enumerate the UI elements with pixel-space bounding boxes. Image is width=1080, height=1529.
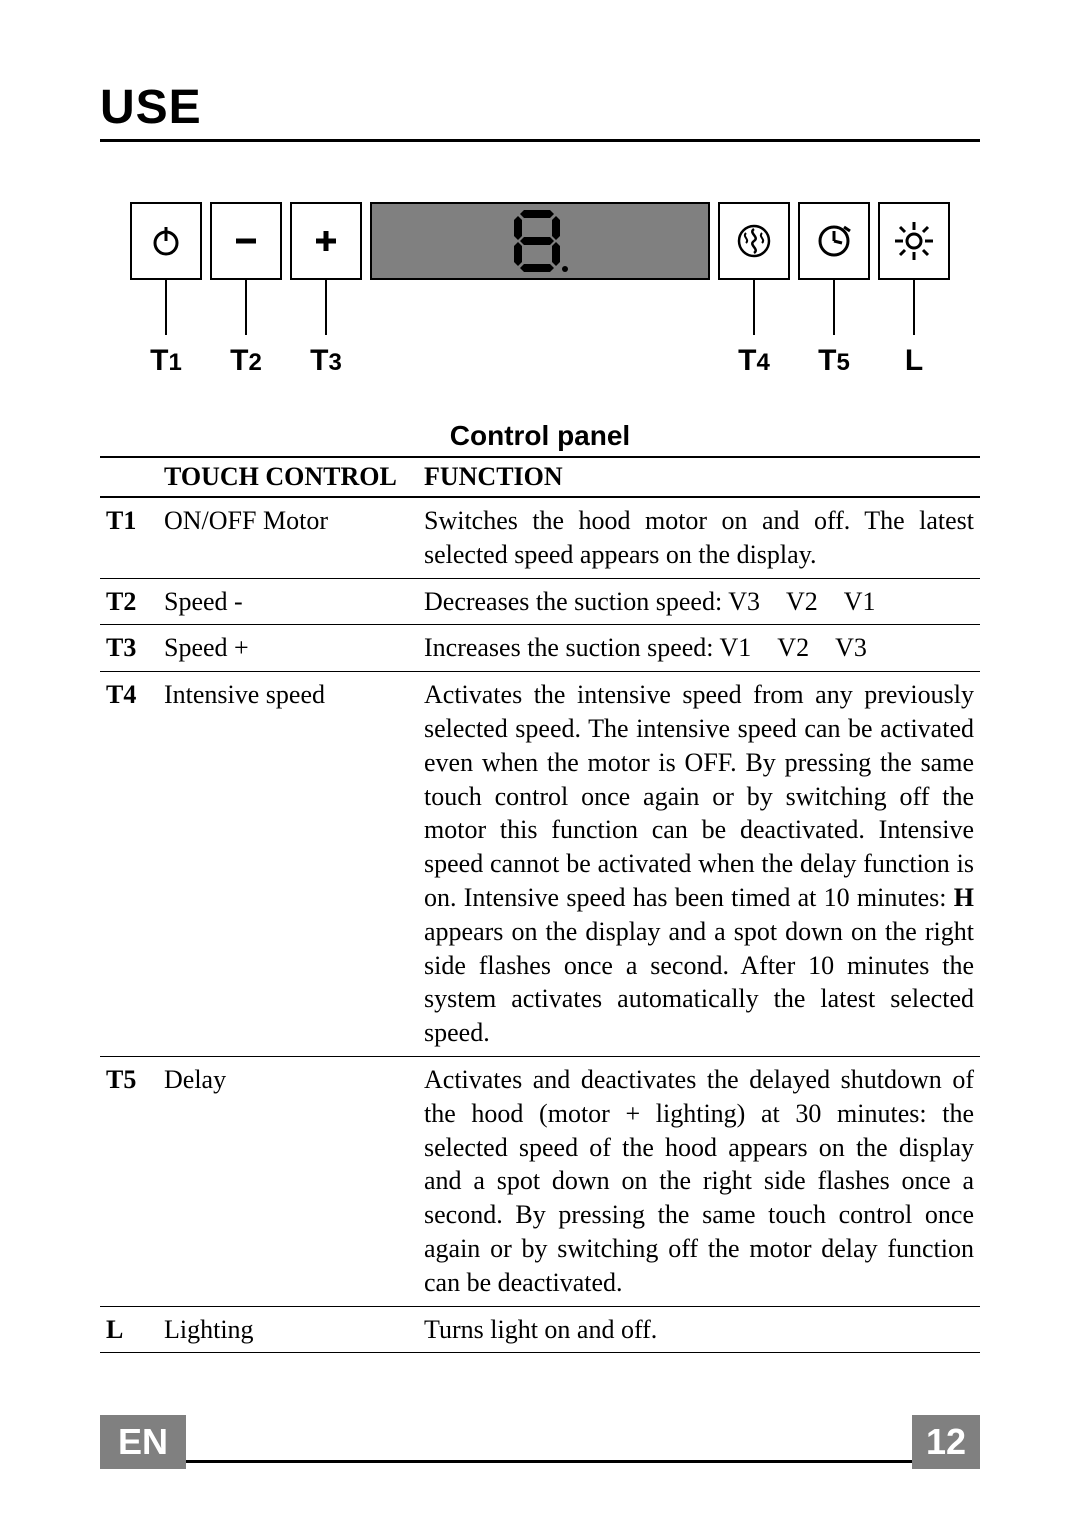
btn-t5 xyxy=(798,202,870,280)
th-function: FUNCTION xyxy=(418,457,980,497)
intensive-icon xyxy=(734,221,774,261)
page-footer: EN 12 xyxy=(100,1415,980,1469)
section-title-bar: USE xyxy=(100,80,980,142)
control-panel-table: TOUCH CONTROL FUNCTION T1 ON/OFF Motor S… xyxy=(100,456,980,1353)
page-number-badge: 12 xyxy=(912,1415,980,1469)
svg-text:T3: T3 xyxy=(310,344,342,377)
row-name: Lighting xyxy=(158,1306,418,1353)
table-row: T4 Intensive speed Activates the intensi… xyxy=(100,672,980,1057)
table-row: L Lighting Turns light on and off. xyxy=(100,1306,980,1353)
row-func: Switches the hood motor on and off. The … xyxy=(418,497,980,578)
display-screen xyxy=(370,202,710,280)
diagram-connectors: T1 T2 T3 T4 T5 L xyxy=(130,280,950,390)
table-title: Control panel xyxy=(100,420,980,452)
row-code: L xyxy=(100,1306,158,1353)
row-code: T2 xyxy=(100,578,158,625)
btn-t4 xyxy=(718,202,790,280)
svg-text:T4: T4 xyxy=(738,344,770,377)
row-code: T4 xyxy=(100,672,158,1057)
plus-icon xyxy=(308,223,344,259)
btn-t3 xyxy=(290,202,362,280)
light-icon xyxy=(893,220,935,262)
table-row: T1 ON/OFF Motor Switches the hood motor … xyxy=(100,497,980,578)
row-code: T3 xyxy=(100,625,158,672)
svg-text:T5: T5 xyxy=(818,344,850,377)
svg-text:T1: T1 xyxy=(150,344,182,377)
btn-t2 xyxy=(210,202,282,280)
row-func: Increases the suction speed: V1 V2 V3 xyxy=(418,625,980,672)
row-code: T5 xyxy=(100,1056,158,1306)
btn-t1 xyxy=(130,202,202,280)
footer-divider xyxy=(186,1460,912,1463)
power-icon xyxy=(148,223,184,259)
row-name: Speed - xyxy=(158,578,418,625)
th-touch-control: TOUCH CONTROL xyxy=(158,457,418,497)
svg-text:L: L xyxy=(905,344,923,377)
digit-8-icon xyxy=(510,208,570,274)
row-name: Delay xyxy=(158,1056,418,1306)
row-code: T1 xyxy=(100,497,158,578)
svg-text:T2: T2 xyxy=(230,344,262,377)
section-title: USE xyxy=(100,80,980,135)
row-name: ON/OFF Motor xyxy=(158,497,418,578)
table-row: T5 Delay Activates and deactivates the d… xyxy=(100,1056,980,1306)
row-func: Decreases the suction speed: V3 V2 V1 xyxy=(418,578,980,625)
row-func: Activates and deactivates the delayed sh… xyxy=(418,1056,980,1306)
row-name: Intensive speed xyxy=(158,672,418,1057)
row-name: Speed + xyxy=(158,625,418,672)
control-panel-diagram: T1 T2 T3 T4 T5 L xyxy=(130,202,950,390)
language-badge: EN xyxy=(100,1415,186,1469)
clock-icon xyxy=(814,221,854,261)
row-func: Turns light on and off. xyxy=(418,1306,980,1353)
row-func: Activates the intensive speed from any p… xyxy=(418,672,980,1057)
btn-l xyxy=(878,202,950,280)
minus-icon xyxy=(228,223,264,259)
table-row: T2 Speed - Decreases the suction speed: … xyxy=(100,578,980,625)
table-row: T3 Speed + Increases the suction speed: … xyxy=(100,625,980,672)
th-blank xyxy=(100,457,158,497)
